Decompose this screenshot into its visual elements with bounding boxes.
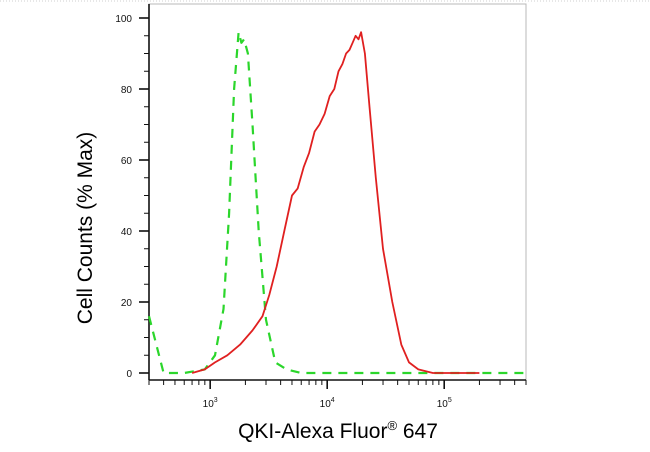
- control-histogram-line: [147, 31, 526, 375]
- x-tick-base: 10: [203, 399, 215, 410]
- x-axis-label-suffix: 647: [397, 420, 438, 443]
- x-tick-exponent: 4: [331, 397, 335, 404]
- x-axis: 103 104 105: [148, 379, 527, 410]
- y-tick-label: 40: [121, 227, 133, 238]
- x-tick-exponent: 5: [448, 397, 452, 404]
- x-tick-exponent: 3: [214, 397, 218, 404]
- plot-frame: [148, 3, 527, 381]
- sample-histogram-line: [191, 31, 480, 374]
- y-axis: 0 20 40 60 80 100: [115, 4, 150, 380]
- y-tick-label: 20: [121, 298, 133, 309]
- y-tick-label: 80: [121, 85, 133, 96]
- y-tick-label: 100: [115, 14, 132, 25]
- x-tick-label: 104: [320, 397, 335, 410]
- x-tick-base: 10: [320, 399, 332, 410]
- series-layer: [147, 31, 526, 375]
- x-tick-base: 10: [437, 399, 449, 410]
- y-tick-label: 0: [126, 369, 132, 380]
- x-axis-label-superscript: ®: [387, 418, 397, 433]
- y-axis-label: Cell Counts (% Max): [74, 132, 97, 325]
- y-tick-label: 60: [121, 156, 133, 167]
- x-axis-label: QKI-Alexa Fluor® 647: [238, 418, 438, 443]
- x-axis-label-main: QKI-Alexa Fluor: [238, 420, 387, 443]
- x-tick-label: 103: [203, 397, 218, 410]
- x-tick-label: 105: [437, 397, 452, 410]
